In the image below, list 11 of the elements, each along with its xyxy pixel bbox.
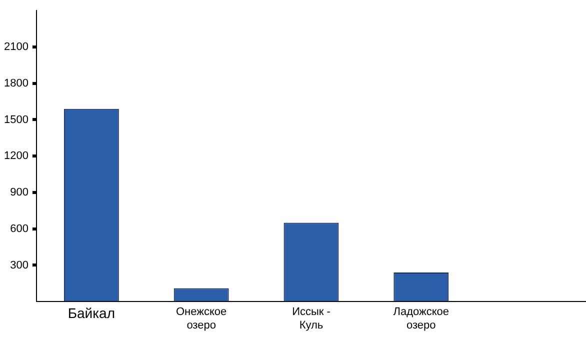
x-tick-label: Иссык - Куль bbox=[292, 306, 331, 332]
y-tick-label: 300 bbox=[10, 259, 28, 272]
x-tick-label: Байкал bbox=[68, 304, 116, 321]
y-tick-label: 2100 bbox=[4, 41, 28, 54]
x-tick-label: Онежское озеро bbox=[176, 306, 227, 332]
y-tick-label: 1200 bbox=[4, 150, 28, 162]
y-tick-label: 1500 bbox=[4, 114, 28, 126]
y-tick-label: 1800 bbox=[4, 77, 28, 90]
y-tick-label: 900 bbox=[10, 186, 28, 199]
y-tick-label: 600 bbox=[10, 222, 28, 235]
x-tick-label: Ладожское озеро bbox=[393, 306, 450, 332]
